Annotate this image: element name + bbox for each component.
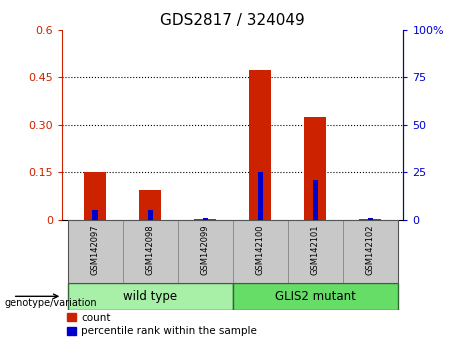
Text: GLIS2 mutant: GLIS2 mutant [275, 290, 356, 303]
Bar [84, 172, 106, 219]
Bar [123, 219, 178, 283]
Bar [313, 180, 318, 219]
Text: GSM142097: GSM142097 [91, 225, 100, 275]
Bar [148, 210, 153, 219]
Text: GSM142099: GSM142099 [201, 225, 210, 275]
Bar [139, 190, 161, 219]
Bar [367, 218, 373, 219]
Bar [288, 219, 343, 283]
Text: wild type: wild type [123, 290, 177, 303]
Text: GSM142101: GSM142101 [311, 225, 320, 275]
Bar [202, 218, 208, 219]
Text: GSM142098: GSM142098 [146, 225, 155, 275]
Text: genotype/variation: genotype/variation [5, 298, 97, 308]
Text: GSM142100: GSM142100 [256, 225, 265, 275]
Bar [343, 219, 398, 283]
Bar [68, 219, 123, 283]
Bar [304, 117, 326, 219]
Bar [178, 219, 233, 283]
Legend: count, percentile rank within the sample: count, percentile rank within the sample [67, 313, 257, 336]
Title: GDS2817 / 324049: GDS2817 / 324049 [160, 12, 305, 28]
Text: GSM142102: GSM142102 [366, 225, 375, 275]
Bar [249, 70, 272, 219]
Bar [93, 210, 98, 219]
Bar [233, 219, 288, 283]
Bar [258, 172, 263, 219]
Bar [233, 283, 398, 310]
Bar [68, 283, 233, 310]
